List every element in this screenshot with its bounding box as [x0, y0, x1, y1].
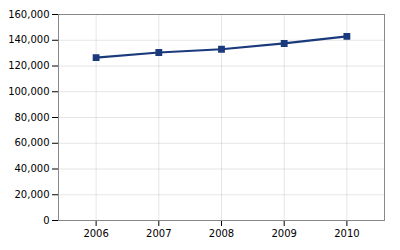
svg-text:160,000: 160,000	[8, 9, 49, 20]
svg-text:140,000: 140,000	[8, 34, 49, 45]
svg-text:80,000: 80,000	[15, 112, 50, 123]
svg-text:120,000: 120,000	[8, 60, 49, 71]
svg-text:100,000: 100,000	[8, 86, 49, 97]
svg-text:2006: 2006	[83, 228, 108, 239]
svg-text:2010: 2010	[334, 228, 359, 239]
svg-text:2007: 2007	[146, 228, 171, 239]
svg-text:2008: 2008	[209, 228, 234, 239]
svg-text:60,000: 60,000	[15, 137, 50, 148]
svg-text:40,000: 40,000	[15, 163, 50, 174]
svg-text:20,000: 20,000	[15, 189, 50, 200]
svg-text:0: 0	[43, 215, 49, 226]
svg-text:2009: 2009	[271, 228, 296, 239]
